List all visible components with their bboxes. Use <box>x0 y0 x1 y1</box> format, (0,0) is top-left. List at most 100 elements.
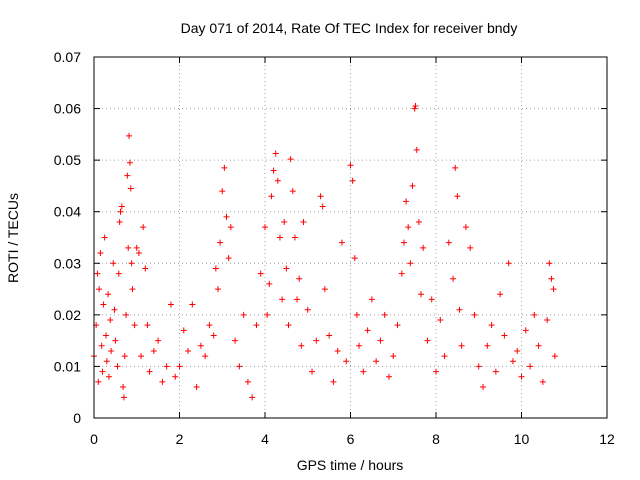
data-point <box>105 373 112 380</box>
y-tick-label: 0 <box>73 410 81 426</box>
data-point <box>163 363 170 370</box>
data-point <box>125 244 132 251</box>
data-point <box>300 219 307 226</box>
data-point <box>138 353 145 360</box>
data-point <box>264 311 271 318</box>
data-point <box>535 342 542 349</box>
data-point <box>317 193 324 200</box>
data-point <box>289 188 296 195</box>
data-point <box>544 317 551 324</box>
data-point <box>176 363 183 370</box>
data-point <box>94 270 101 277</box>
data-point <box>146 368 153 375</box>
chart-title: Day 071 of 2014, Rate Of TEC Index for r… <box>181 20 518 36</box>
data-point <box>353 311 360 318</box>
data-point <box>120 394 127 401</box>
data-point <box>505 260 512 267</box>
data-point <box>294 296 301 303</box>
data-point <box>475 363 482 370</box>
data-point <box>514 347 521 354</box>
data-point <box>272 150 279 157</box>
data-point <box>253 322 260 329</box>
data-point <box>298 342 305 349</box>
data-point <box>452 164 459 171</box>
data-point <box>400 239 407 246</box>
data-point <box>180 327 187 334</box>
data-point <box>107 317 114 324</box>
data-point <box>334 347 341 354</box>
data-point <box>116 219 123 226</box>
data-point <box>279 296 286 303</box>
data-point <box>105 291 112 298</box>
x-axis-ticks: 0 2 4 6 8 10 12 <box>90 57 615 447</box>
data-point <box>159 378 166 385</box>
data-point <box>117 208 124 215</box>
data-point <box>100 301 107 308</box>
data-point <box>135 249 142 256</box>
data-point <box>121 353 128 360</box>
data-point <box>249 394 256 401</box>
data-point <box>546 260 553 267</box>
data-point <box>405 224 412 231</box>
data-point <box>98 342 105 349</box>
data-point <box>155 337 162 344</box>
data-point <box>550 286 557 293</box>
data-point <box>484 342 491 349</box>
data-point <box>518 373 525 380</box>
data-point <box>193 384 200 391</box>
data-point <box>418 291 425 298</box>
data-point <box>185 347 192 354</box>
data-point <box>287 156 294 163</box>
data-point <box>360 368 367 375</box>
data-point <box>97 249 104 256</box>
data-point <box>398 270 405 277</box>
data-point <box>551 353 558 360</box>
data-point <box>531 311 538 318</box>
data-point <box>304 306 311 313</box>
data-point <box>326 332 333 339</box>
data-point <box>347 162 354 169</box>
data-point <box>225 255 232 262</box>
data-point <box>407 260 414 267</box>
x-tick-label: 12 <box>599 431 615 447</box>
data-point <box>223 213 230 220</box>
data-point <box>411 105 418 112</box>
data-point <box>217 239 224 246</box>
data-point <box>126 132 133 139</box>
data-point <box>445 239 452 246</box>
data-point <box>266 280 273 287</box>
data-point <box>413 146 420 153</box>
y-tick-label: 0.02 <box>54 307 81 323</box>
x-tick-label: 6 <box>347 431 355 447</box>
data-point <box>150 347 157 354</box>
data-point <box>197 342 204 349</box>
data-point <box>349 177 356 184</box>
data-point <box>356 342 363 349</box>
data-point <box>509 358 516 365</box>
data-point <box>140 224 147 231</box>
data-point <box>319 203 326 210</box>
data-point <box>114 363 121 370</box>
data-point <box>189 301 196 308</box>
data-point <box>101 234 108 241</box>
data-point <box>281 219 288 226</box>
data-point <box>412 102 419 109</box>
data-point <box>167 301 174 308</box>
data-point <box>450 275 457 282</box>
y-tick-label: 0.07 <box>54 49 81 65</box>
data-point <box>103 358 110 365</box>
x-tick-label: 2 <box>176 431 184 447</box>
y-axis-label: ROTI / TECUs <box>5 193 21 283</box>
data-point <box>409 182 416 189</box>
data-point <box>115 270 122 277</box>
data-point <box>343 358 350 365</box>
data-point <box>291 234 298 241</box>
data-point <box>232 337 239 344</box>
x-tick-label: 8 <box>432 431 440 447</box>
data-point <box>144 322 151 329</box>
data-point <box>133 244 140 251</box>
data-point <box>240 311 247 318</box>
data-point <box>236 363 243 370</box>
data-point <box>437 317 444 324</box>
